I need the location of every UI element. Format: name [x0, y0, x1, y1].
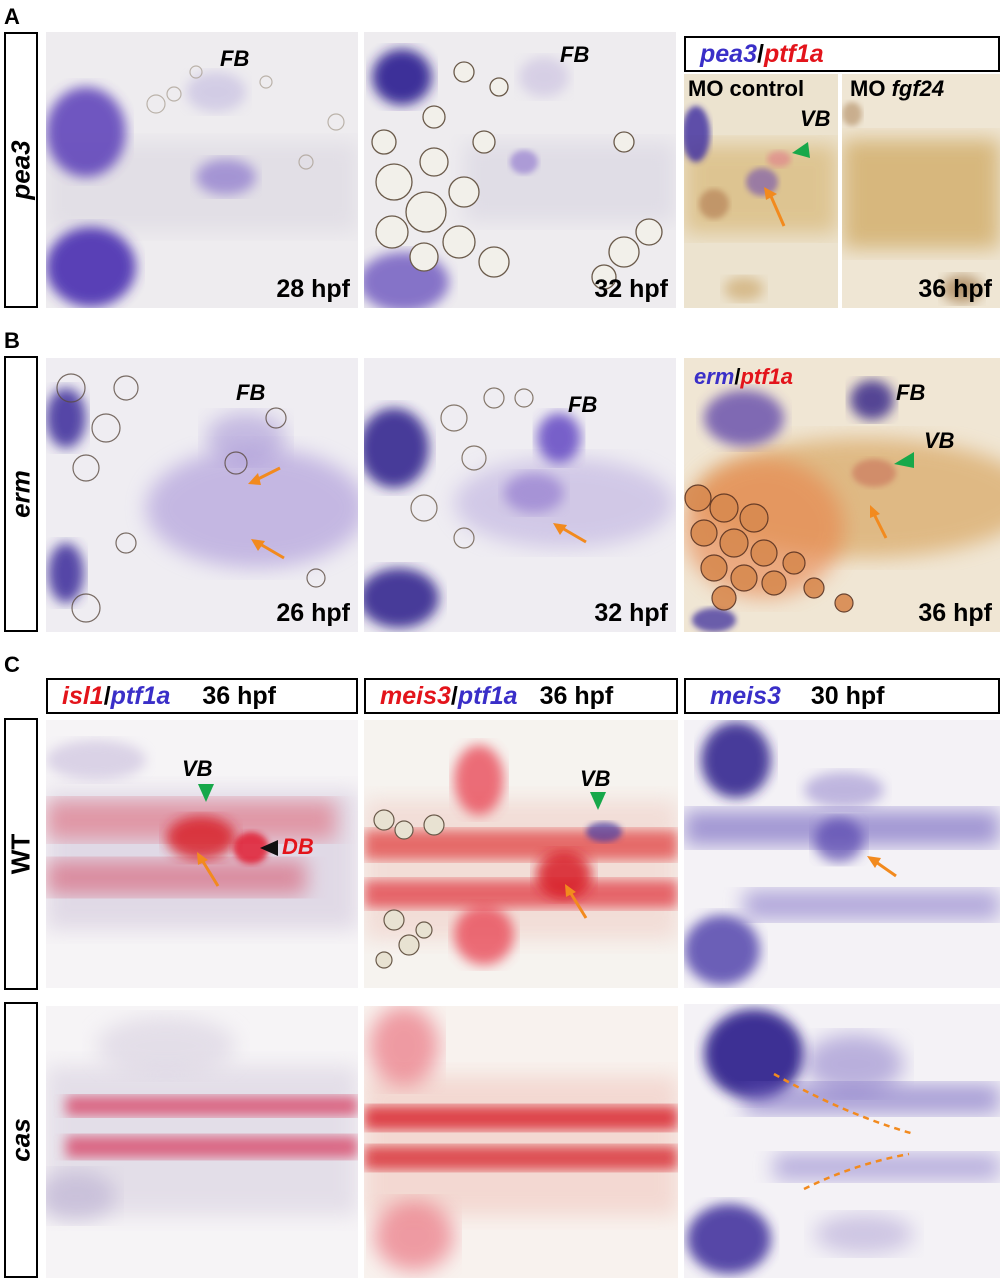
vb-label-c1: VB: [182, 756, 213, 781]
panel-c-letter: C: [4, 652, 20, 677]
timepoint-a3: 36 hpf: [918, 275, 992, 303]
mo-fgf24-label: MO fgf24: [850, 76, 944, 102]
micrograph-mo-control: MO control VB: [684, 74, 838, 308]
micrograph-erm-32hpf: FB 32 hpf: [364, 358, 676, 632]
header-sep-c2: /: [450, 681, 458, 710]
row-label-wt: WT: [5, 833, 36, 875]
row-label-box-pea3: pea3: [4, 32, 38, 308]
micrograph-pea3-28hpf: FB 28 hpf: [46, 32, 358, 308]
micrograph-meis3-cas: [684, 1004, 1000, 1278]
vb-label-a3: VB: [800, 106, 831, 131]
row-label-pea3: pea3: [5, 140, 36, 200]
row-label-erm: erm: [5, 470, 36, 518]
micrograph-meis3-ptf1a-wt: VB: [364, 720, 678, 988]
timepoint-a1: 28 hpf: [276, 275, 350, 303]
header-meis3: meis3 30 hpf: [684, 678, 1000, 714]
mo-prefix: MO: [850, 76, 892, 101]
micrograph-meis3-ptf1a-cas: [364, 1006, 678, 1278]
micrograph-mo-fgf24: MO fgf24 36 hpf: [842, 74, 1000, 308]
row-label-cas: cas: [5, 1118, 36, 1162]
fb-label-a1: FB: [220, 46, 250, 71]
legend-erm-ptf1a: erm/ptf1a: [694, 364, 793, 390]
legend-gene-erm: erm: [694, 364, 735, 389]
timepoint-b3: 36 hpf: [918, 599, 992, 627]
fb-label-a2: FB: [560, 42, 590, 67]
header-time-c3: 30 hpf: [810, 681, 885, 710]
row-label-box-wt: WT: [4, 718, 38, 990]
header-pea3-ptf1a: pea3/ptf1a: [684, 36, 1000, 72]
legend-gene-ptf1a: ptf1a: [740, 364, 794, 389]
db-label: DB: [282, 834, 314, 859]
header-gene-isl1: isl1: [62, 681, 104, 710]
panel-b-letter: B: [4, 328, 20, 353]
mo-control-label: MO control: [688, 76, 805, 101]
header-sep-c1: /: [103, 681, 111, 710]
header-gene-meis3-c2: meis3: [380, 681, 451, 710]
header-time-c2: 36 hpf: [539, 681, 614, 710]
timepoint-b2: 32 hpf: [594, 599, 668, 627]
header-gene-ptf1a-c2: ptf1a: [457, 681, 518, 710]
micrograph-erm-ptf1a-36hpf: erm/ptf1a FB VB 36 hpf: [684, 358, 1000, 632]
fb-label-b1: FB: [236, 380, 266, 405]
header-isl1-ptf1a: isl1/ptf1a 36 hpf: [46, 678, 358, 714]
micrograph-meis3-wt: [684, 720, 1000, 988]
vb-label-b3: VB: [924, 428, 955, 453]
micrograph-isl1-cas: [46, 1006, 358, 1278]
micrograph-erm-26hpf: FB 26 hpf: [46, 358, 358, 632]
header-gene-ptf1a-c1: ptf1a: [110, 681, 171, 710]
legend-sep: /: [734, 364, 741, 389]
timepoint-a2: 32 hpf: [594, 275, 668, 303]
micrograph-isl1-wt: VB DB: [46, 720, 358, 988]
header-time-c1: 36 hpf: [202, 681, 277, 710]
fb-label-b3: FB: [896, 380, 926, 405]
panel-a-letter: A: [4, 4, 20, 29]
row-label-box-cas: cas: [4, 1002, 38, 1278]
row-label-box-erm: erm: [4, 356, 38, 632]
timepoint-b1: 26 hpf: [276, 599, 350, 627]
vb-label-c2: VB: [580, 766, 611, 791]
micrograph-pea3-32hpf: FB 32 hpf: [364, 32, 676, 308]
header-meis3-ptf1a: meis3/ptf1a 36 hpf: [364, 678, 678, 714]
header-sep: /: [756, 39, 764, 68]
header-gene-meis3-c3: meis3: [710, 681, 781, 710]
fb-label-b2: FB: [568, 392, 598, 417]
header-gene-pea3: pea3: [700, 39, 757, 68]
header-gene-ptf1a: ptf1a: [763, 39, 824, 68]
mo-gene: fgf24: [891, 76, 945, 101]
